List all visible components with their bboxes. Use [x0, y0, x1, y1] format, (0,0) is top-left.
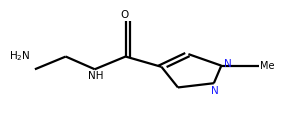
- Text: Me: Me: [260, 61, 275, 71]
- Text: NH: NH: [88, 71, 103, 81]
- Text: N: N: [211, 86, 219, 96]
- Text: H$_2$N: H$_2$N: [9, 50, 31, 63]
- Text: N: N: [224, 59, 231, 69]
- Text: O: O: [120, 10, 128, 20]
